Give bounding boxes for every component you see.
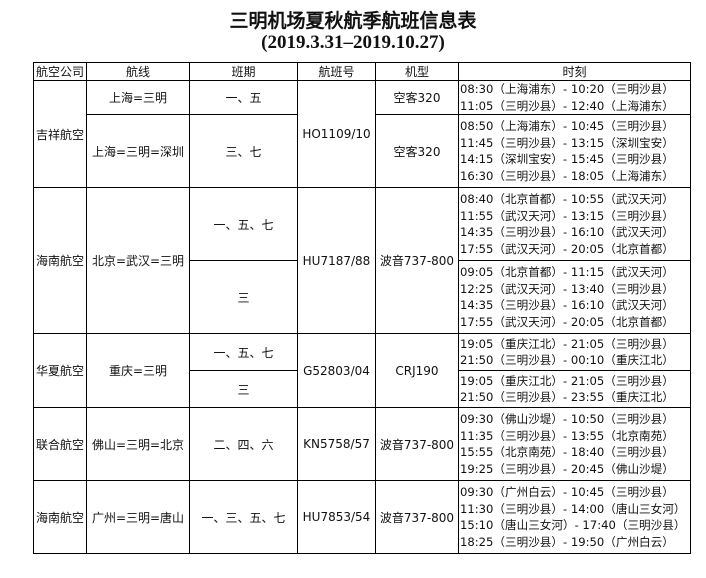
time-line: 08:40（北京首都）- 10:55（武汉天河） xyxy=(460,192,674,206)
days-cell: 三 xyxy=(189,260,298,334)
flight-number-cell: KN5758/57 xyxy=(297,407,376,481)
days-cell: 一、五 xyxy=(189,80,298,115)
aircraft-cell: 波音737-800 xyxy=(375,480,459,554)
time-line: 17:55（武汉天河）- 20:05（北京首都） xyxy=(460,314,674,329)
time-line: 19:05（重庆江北）- 21:05（三明沙县） xyxy=(460,336,674,351)
table-row: 上海=三明=深圳 三、七 空客320 08:50（上海浦东）- 10:45（三明沙县）… xyxy=(34,114,691,188)
time-line: 11:45（三明沙县）- 13:15（深圳宝安） xyxy=(460,135,674,150)
table-row: 海南航空 北京=武汉=三明 一、五、七 HU7187/88 波音737-800 08:40… xyxy=(33,187,691,334)
time-line: 21:50（三明沙县）- 00:10（重庆江北） xyxy=(460,353,674,367)
time-line: 19:25（三明沙县）- 20:45（佛山沙堤） xyxy=(460,461,674,476)
times-cell: 08:30（上海浦东）- 10:20（三明沙县） 11:05（三明沙县）- 12:… xyxy=(458,80,691,115)
aircraft-cell: 波音737-800 xyxy=(375,407,459,481)
airline-cell: 联合航空 xyxy=(33,407,87,481)
route-cell: 上海=三明 xyxy=(86,80,190,115)
days-cell: 一、五、七 xyxy=(189,187,298,261)
route-cell: 广州=三明=唐山 xyxy=(86,480,190,554)
time-line: 19:05（重庆江北）- 21:05（三明沙县） xyxy=(460,373,674,388)
flight-number-cell: HO1109/10 xyxy=(297,80,376,188)
flight-number-cell: HU7853/54 xyxy=(297,480,376,554)
header-times: 时刻 xyxy=(458,62,691,81)
table-row: 海南航空 广州=三明=唐山 一、三、五、七 HU7853/54 波音737-800 09:… xyxy=(33,480,691,554)
time-line: 09:30（佛山沙堤）- 10:50（三明沙县） xyxy=(460,412,674,426)
days-cell: 一、五、七 xyxy=(189,333,298,371)
header-days: 班期 xyxy=(189,62,298,81)
page-subtitle: (2019.3.31–2019.10.27) xyxy=(261,32,445,53)
time-line: 16:30（三明沙县）- 18:05（上海浦东） xyxy=(460,168,674,183)
aircraft-cell: CRJ190 xyxy=(375,333,459,408)
aircraft-cell: 空客320 xyxy=(375,114,459,188)
time-line: 11:05（三明沙县）- 12:40（上海浦东） xyxy=(460,98,674,113)
route-cell: 佛山=三明=北京 xyxy=(86,407,190,481)
time-line: 17:55（武汉天河）- 20:05（北京首都） xyxy=(460,241,674,256)
times-cell: 19:05（重庆江北）- 21:05（三明沙县） 21:50（三明沙县）- 00:… xyxy=(458,333,691,371)
flight-number-cell: G52803/04 xyxy=(297,333,376,408)
days-cell: 二、四、六 xyxy=(189,407,298,481)
airline-cell: 海南航空 xyxy=(33,187,87,334)
time-line: 15:55（北京南苑）- 18:40（三明沙县） xyxy=(460,445,674,459)
time-line: 11:30（三明沙县）- 14:00（唐山三女河） xyxy=(460,501,686,516)
header-aircraft: 机型 xyxy=(375,62,459,81)
days-cell: 三、七 xyxy=(189,114,298,188)
time-line: 08:30（上海浦东）- 10:20（三明沙县） xyxy=(460,82,674,96)
time-line: 09:05（北京首都）- 11:15（武汉天河） xyxy=(460,265,674,279)
days-cell: 一、三、五、七 xyxy=(189,480,298,554)
header-row: 航空公司 航线 班期 航班号 机型 时刻 xyxy=(33,62,691,81)
time-line: 08:50（上海浦东）- 10:45（三明沙县） xyxy=(460,119,674,133)
time-line: 14:35（三明沙县）- 16:10（武汉天河） xyxy=(460,225,674,239)
time-line: 18:25（三明沙县）- 19:50（广州白云） xyxy=(460,534,674,549)
aircraft-cell: 波音737-800 xyxy=(375,187,459,334)
airline-cell: 吉祥航空 xyxy=(33,80,87,188)
header-airline: 航空公司 xyxy=(33,62,87,81)
flight-table: 航空公司 航线 班期 航班号 机型 时刻 吉祥航空 上海=三明 一、五 HO1109/… xyxy=(33,62,691,554)
header-flight: 航班号 xyxy=(297,62,376,81)
times-cell: 09:05（北京首都）- 11:15（武汉天河） 12:25（武汉天河）- 13:… xyxy=(458,260,691,334)
table-row: 联合航空 佛山=三明=北京 二、四、六 KN5758/57 波音737-800 09:30… xyxy=(33,407,691,481)
time-line: 15:10（唐山三女河）- 17:40（三明沙县） xyxy=(460,518,686,532)
table-row: 三 09:05（北京首都）- 11:15（武汉天河） 12:25（武汉天河）- 13… xyxy=(34,260,691,334)
aircraft-cell: 空客320 xyxy=(375,80,459,115)
airline-cell: 海南航空 xyxy=(33,480,87,554)
header-route: 航线 xyxy=(86,62,190,81)
route-cell: 重庆=三明 xyxy=(86,333,190,408)
days-cell: 三 xyxy=(189,370,298,408)
time-line: 12:25（武汉天河）- 13:40（三明沙县） xyxy=(460,281,674,296)
time-line: 14:15（深圳宝安）- 15:45（三明沙县） xyxy=(460,152,674,166)
times-cell: 09:30（广州白云）- 10:45（三明沙县） 11:30（三明沙县）- 14:… xyxy=(458,480,691,554)
airline-cell: 华夏航空 xyxy=(33,333,87,408)
times-cell: 08:50（上海浦东）- 10:45（三明沙县） 11:45（三明沙县）- 13:… xyxy=(458,114,691,188)
time-line: 14:35（三明沙县）- 16:10（武汉天河） xyxy=(460,298,674,312)
flight-number-cell: HU7187/88 xyxy=(297,187,376,334)
route-cell: 北京=武汉=三明 xyxy=(86,187,190,334)
times-cell: 08:40（北京首都）- 10:55（武汉天河） 11:55（武汉天河）- 13:… xyxy=(458,187,691,261)
route-cell: 上海=三明=深圳 xyxy=(86,114,190,188)
time-line: 11:35（三明沙县）- 13:55（北京南苑） xyxy=(460,428,674,443)
table-row: 吉祥航空 上海=三明 一、五 HO1109/10 空客320 08:30（上海浦东）- 1… xyxy=(33,80,691,188)
page-title: 三明机场夏秋航季航班信息表 xyxy=(229,10,477,32)
time-line: 21:50（三明沙县）- 23:55（重庆江北） xyxy=(460,390,674,404)
times-cell: 19:05（重庆江北）- 21:05（三明沙县） 21:50（三明沙县）- 23:… xyxy=(458,370,691,408)
time-line: 11:55（武汉天河）- 13:15（三明沙县） xyxy=(460,208,674,223)
times-cell: 09:30（佛山沙堤）- 10:50（三明沙县） 11:35（三明沙县）- 13:… xyxy=(458,407,691,481)
table-row: 华夏航空 重庆=三明 一、五、七 G52803/04 CRJ190 19:05（重庆江北）… xyxy=(33,333,691,408)
time-line: 09:30（广州白云）- 10:45（三明沙县） xyxy=(460,485,674,499)
